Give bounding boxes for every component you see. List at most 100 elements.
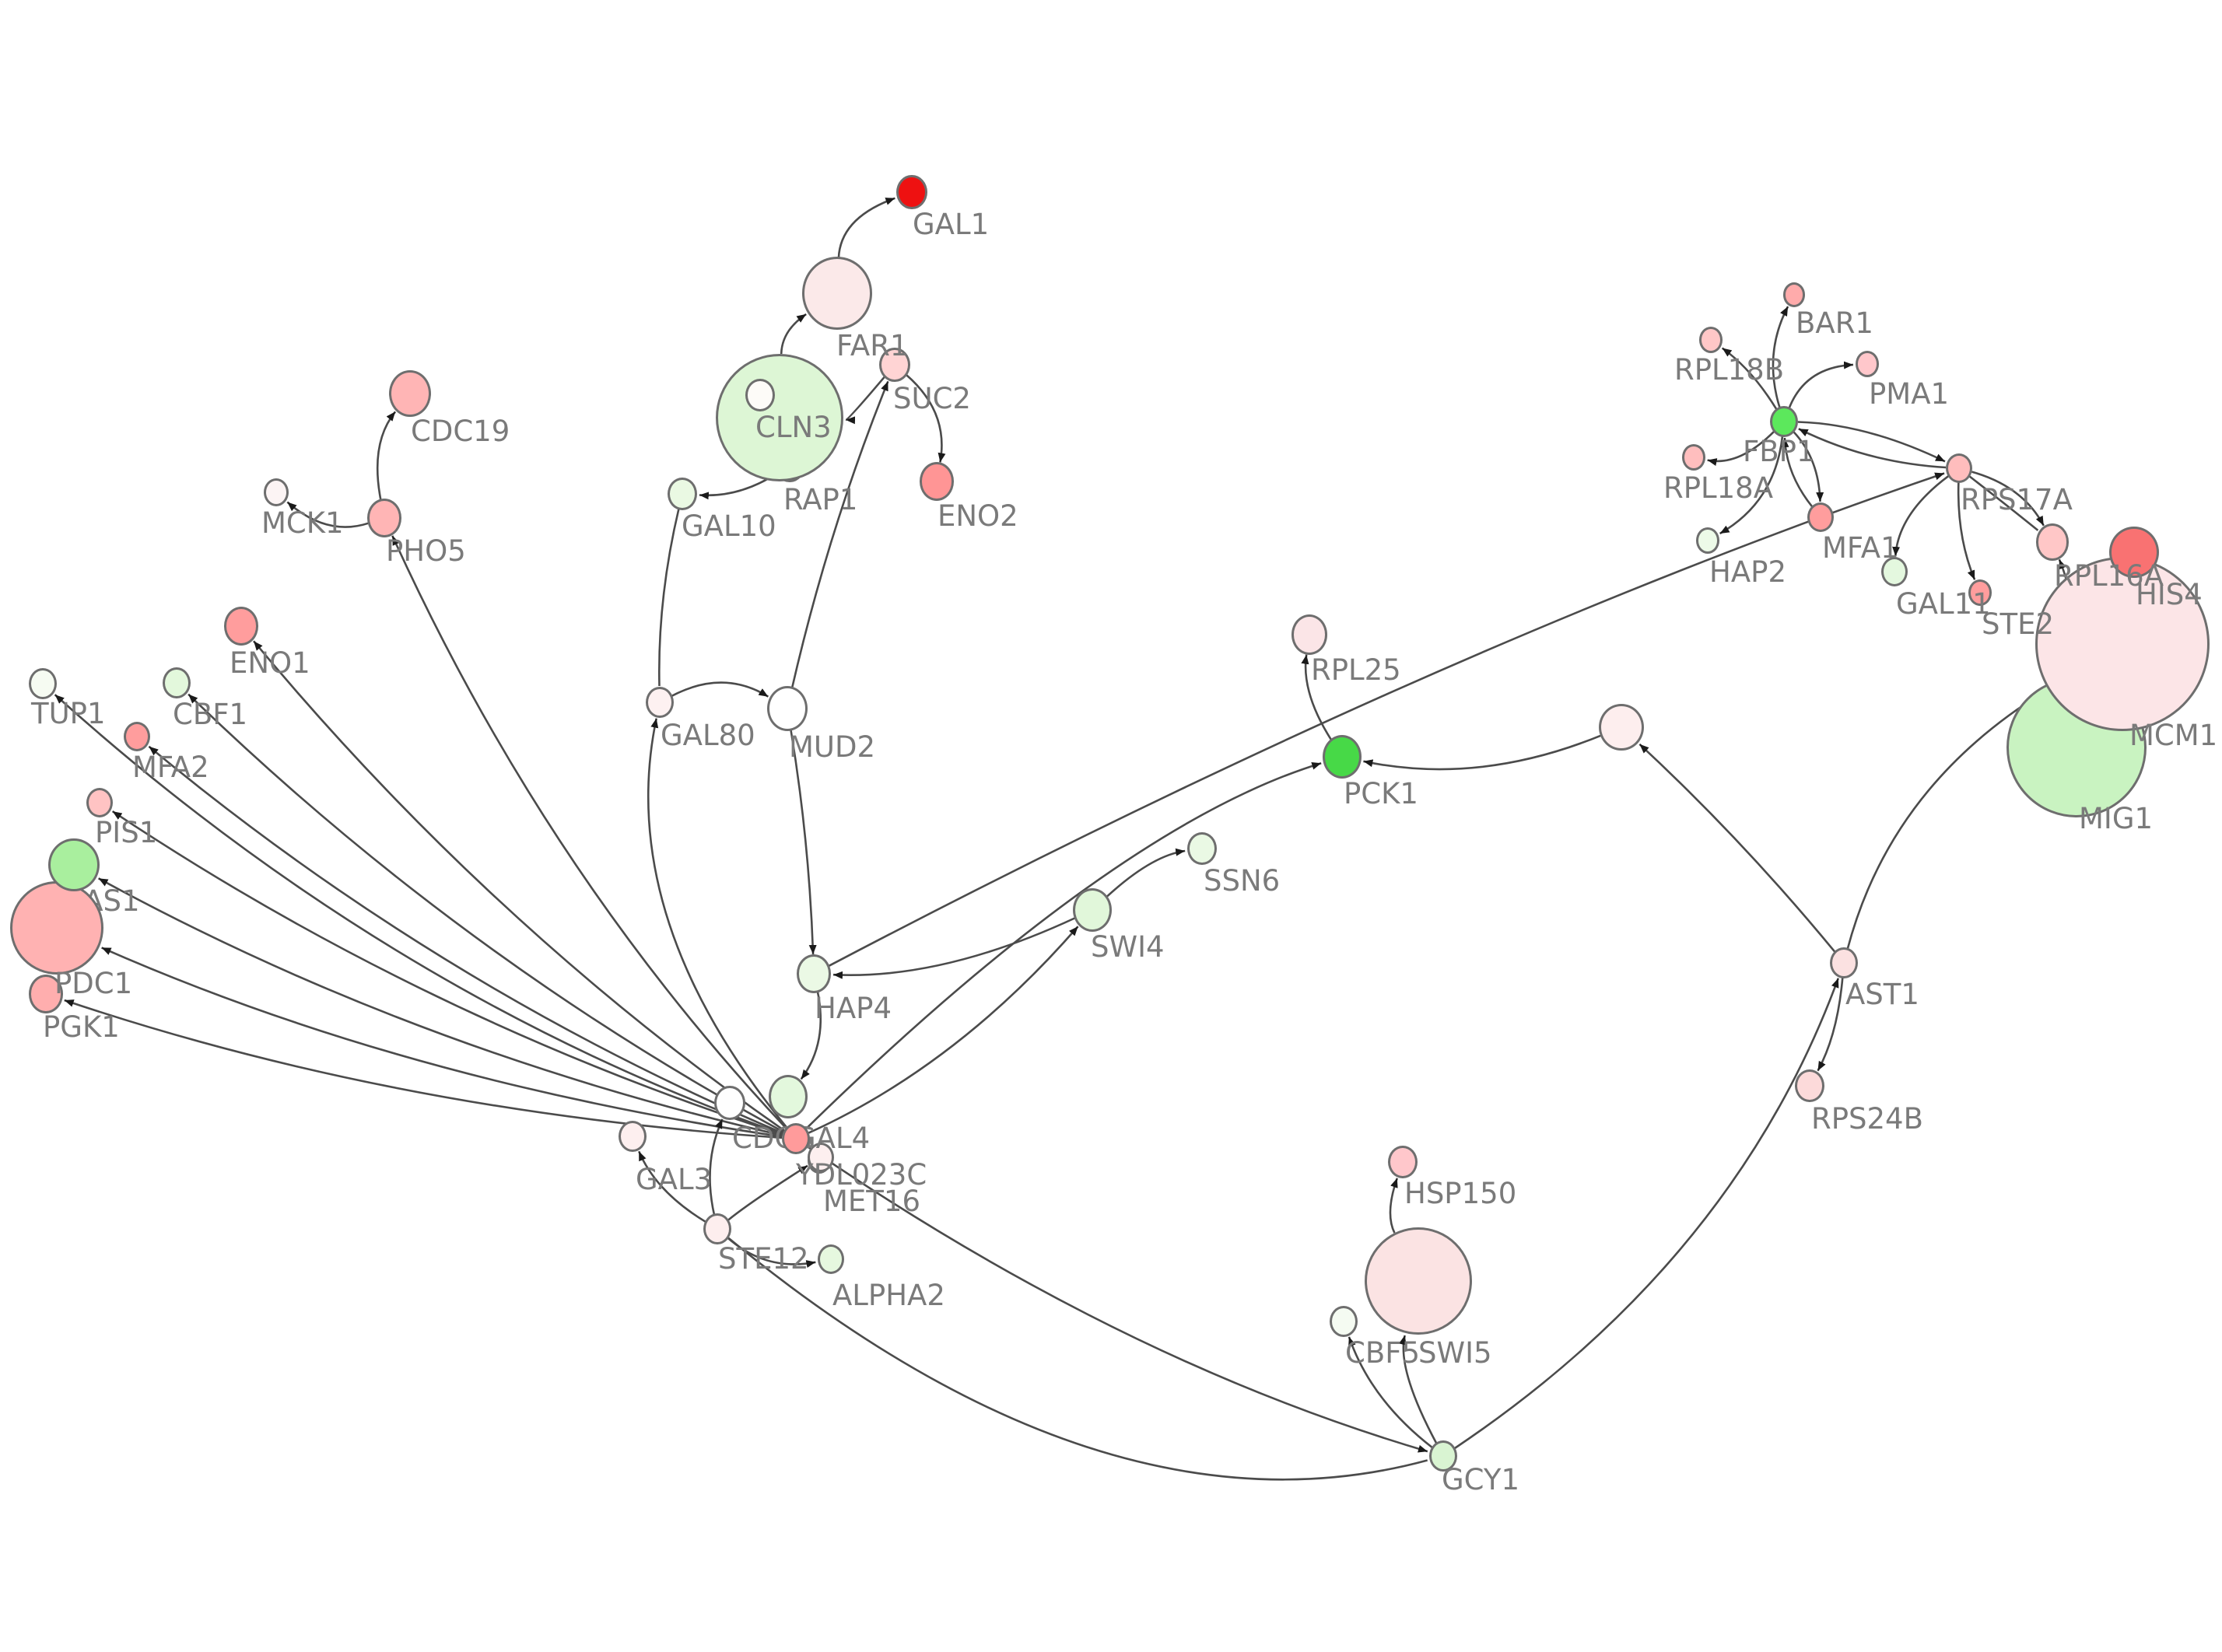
node-rpl18a[interactable]: [1682, 444, 1705, 471]
node-cln3[interactable]: [716, 354, 843, 481]
node-ste2[interactable]: [1968, 579, 1992, 606]
node-pknode[interactable]: [1599, 703, 1644, 751]
edge-ste12-alpha2[interactable]: [727, 1237, 816, 1268]
edge-gal4-pdc1[interactable]: [101, 947, 783, 1138]
edge-suc2-cln3[interactable]: [845, 376, 886, 425]
node-fbp1[interactable]: [1770, 405, 1798, 438]
node-hap4[interactable]: [797, 954, 831, 993]
node-mud2[interactable]: [767, 685, 808, 732]
node-ste12[interactable]: [703, 1213, 731, 1245]
edge-gal80-mud2[interactable]: [671, 681, 769, 698]
node-tup1[interactable]: [29, 667, 57, 700]
edge-gal4-swi4[interactable]: [808, 926, 1079, 1134]
node-cdc19[interactable]: [389, 369, 431, 418]
edge-gal4-ras1[interactable]: [97, 877, 783, 1137]
node-hap2[interactable]: [1696, 527, 1719, 554]
edge-gal4-pis1[interactable]: [111, 810, 783, 1136]
edge-ste12-gcy1[interactable]: [727, 1237, 1428, 1481]
edge-fbp1-bar1[interactable]: [1772, 306, 1789, 409]
edge-gal4-tup1[interactable]: [54, 694, 783, 1136]
edge-pho5-mck1[interactable]: [286, 501, 369, 528]
node-eno1[interactable]: [224, 607, 258, 646]
edge-fbp1-mfa1[interactable]: [1793, 431, 1824, 502]
edge-rps17a-gal11[interactable]: [1892, 475, 1950, 557]
node-pho5[interactable]: [367, 499, 401, 537]
edge-mud2-suc2[interactable]: [790, 380, 889, 689]
edge-rps17a-ste2[interactable]: [1957, 481, 1976, 580]
node-pma1[interactable]: [1856, 351, 1879, 377]
edge-gal4-pck1[interactable]: [804, 761, 1322, 1130]
edge-fbp1-rpl18a[interactable]: [1707, 430, 1775, 466]
node-mfa1[interactable]: [1807, 502, 1834, 533]
node-gal4[interactable]: [782, 1122, 810, 1155]
node-cbf1[interactable]: [163, 667, 191, 699]
edge-swi4-ssn6[interactable]: [1106, 848, 1186, 898]
edge-gal4-pgk1[interactable]: [64, 999, 783, 1139]
edge-ste12-cdc6[interactable]: [709, 1118, 724, 1216]
node-hsp150[interactable]: [1388, 1145, 1418, 1179]
node-pgk1[interactable]: [29, 975, 63, 1013]
node-far1[interactable]: [802, 257, 872, 330]
node-gal3[interactable]: [619, 1120, 647, 1153]
edge-rps17a-rpl16a[interactable]: [1968, 475, 2039, 531]
node-ras1[interactable]: [48, 838, 100, 892]
node-whitesm[interactable]: [745, 378, 775, 412]
edge-gal4-gcy1[interactable]: [807, 1146, 1428, 1453]
node-his4[interactable]: [2109, 526, 2159, 579]
edge-ste12-ydl023c[interactable]: [727, 1164, 808, 1221]
edge-cln3-far1[interactable]: [780, 313, 807, 355]
node-rps17a[interactable]: [1946, 453, 1972, 484]
node-ast1[interactable]: [1830, 947, 1858, 979]
edge-rps17a-fbp1[interactable]: [1798, 428, 1947, 469]
edge-gcy1-swi5[interactable]: [1398, 1335, 1438, 1444]
edge-fbp1-rpl18b[interactable]: [1721, 347, 1778, 411]
edge-mud2-hap4[interactable]: [789, 728, 817, 955]
node-rps24b[interactable]: [1795, 1069, 1824, 1103]
node-rpl18b[interactable]: [1699, 327, 1723, 353]
edge-gal4-mfa2[interactable]: [148, 745, 783, 1135]
edge-gal4-pho5[interactable]: [391, 535, 787, 1129]
edge-ste12-gal3[interactable]: [638, 1150, 706, 1223]
node-pck1[interactable]: [1323, 735, 1362, 779]
edge-gcy1-cbf5[interactable]: [1348, 1336, 1433, 1449]
node-gal10[interactable]: [668, 477, 697, 511]
node-alpha2[interactable]: [818, 1244, 844, 1275]
edge-hap4-rps17a[interactable]: [828, 472, 1945, 967]
node-mck1[interactable]: [264, 478, 289, 506]
edge-gal4-eno1[interactable]: [253, 640, 785, 1132]
node-biggreen[interactable]: [769, 1075, 808, 1118]
node-rpl16a[interactable]: [2036, 523, 2069, 561]
edge-ast1-pknode[interactable]: [1638, 743, 1836, 953]
edge-pck1-rpl25[interactable]: [1301, 654, 1333, 741]
node-swi4[interactable]: [1073, 888, 1112, 932]
node-ydl023c[interactable]: [808, 1142, 834, 1173]
node-swi5[interactable]: [1365, 1227, 1472, 1335]
node-suc2[interactable]: [879, 347, 910, 383]
edge-gal4-cbf1[interactable]: [188, 693, 784, 1133]
edge-gal4-gal80[interactable]: [647, 718, 788, 1129]
edge-ast1-mcm1[interactable]: [1846, 689, 2047, 950]
edge-swi4-hap4[interactable]: [832, 917, 1075, 979]
edge-rps17a-rpl16a[interactable]: [1971, 471, 2045, 527]
edge-mfa1-fbp1[interactable]: [1781, 437, 1814, 508]
edge-pknode-pck1[interactable]: [1363, 734, 1601, 771]
node-mfa2[interactable]: [124, 721, 150, 752]
node-gal1[interactable]: [896, 174, 927, 210]
edge-swi5-hsp150[interactable]: [1389, 1178, 1399, 1234]
node-eno2[interactable]: [920, 462, 954, 501]
edge-suc2-eno2[interactable]: [906, 374, 946, 463]
node-gal11[interactable]: [1881, 556, 1908, 587]
node-pdc1[interactable]: [10, 881, 103, 975]
node-cbf5[interactable]: [1330, 1305, 1358, 1338]
edge-gcy1-ast1[interactable]: [1454, 978, 1840, 1450]
edge-ast1-rps24b[interactable]: [1817, 976, 1844, 1072]
edge-fbp1-rps17a[interactable]: [1797, 421, 1946, 463]
node-gal80[interactable]: [646, 686, 674, 719]
node-ssn6[interactable]: [1187, 831, 1217, 866]
edge-gal10-gal80[interactable]: [658, 508, 680, 687]
node-mcm1[interactable]: [2035, 557, 2210, 731]
edge-pho5-cdc19[interactable]: [376, 411, 397, 502]
edge-far1-gal1[interactable]: [837, 197, 895, 259]
node-bar1[interactable]: [1783, 282, 1805, 307]
node-pis1[interactable]: [86, 787, 113, 818]
